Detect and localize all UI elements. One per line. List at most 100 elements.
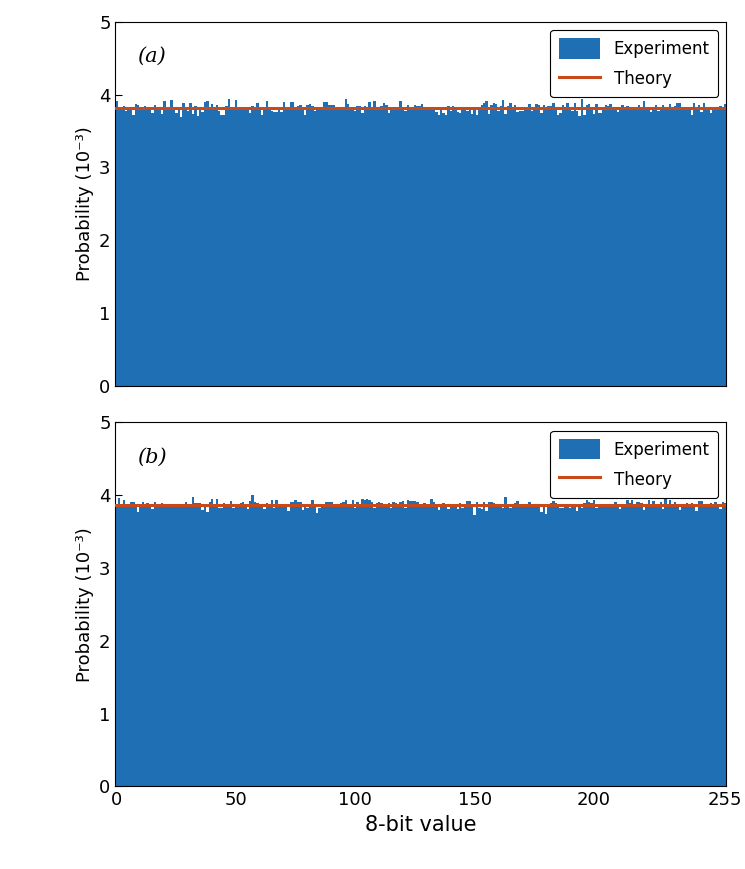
Bar bbox=[514, 502, 516, 786]
Bar bbox=[316, 109, 318, 386]
Bar bbox=[204, 102, 206, 386]
Bar bbox=[548, 506, 550, 786]
Bar bbox=[586, 501, 588, 786]
Bar bbox=[469, 501, 471, 786]
Bar bbox=[524, 507, 526, 786]
Bar bbox=[304, 115, 306, 386]
Bar bbox=[249, 501, 252, 786]
Bar bbox=[332, 504, 335, 786]
Bar bbox=[545, 514, 548, 786]
Bar bbox=[669, 501, 671, 786]
Bar bbox=[144, 106, 147, 386]
Bar bbox=[443, 113, 445, 386]
Bar bbox=[667, 506, 669, 786]
Bar bbox=[433, 107, 435, 386]
Bar bbox=[402, 501, 405, 786]
Text: (a): (a) bbox=[137, 47, 165, 66]
Bar bbox=[717, 505, 719, 786]
Bar bbox=[161, 114, 163, 386]
Bar bbox=[605, 104, 607, 386]
Bar bbox=[710, 503, 712, 786]
Bar bbox=[528, 501, 530, 786]
Bar bbox=[180, 116, 183, 386]
Bar bbox=[454, 109, 457, 386]
Bar bbox=[679, 103, 681, 386]
Bar bbox=[710, 113, 712, 386]
Bar bbox=[466, 501, 469, 786]
Bar bbox=[375, 109, 378, 386]
Bar bbox=[247, 508, 249, 786]
Bar bbox=[120, 108, 123, 386]
Bar bbox=[137, 105, 139, 386]
Bar bbox=[428, 109, 431, 386]
Bar bbox=[405, 507, 407, 786]
Bar bbox=[542, 105, 545, 386]
Bar bbox=[306, 508, 308, 786]
Bar bbox=[123, 106, 125, 386]
Bar bbox=[130, 502, 132, 786]
Bar bbox=[323, 103, 326, 386]
Bar bbox=[507, 106, 510, 386]
Bar bbox=[318, 507, 320, 786]
Bar bbox=[473, 514, 476, 786]
Bar bbox=[626, 106, 629, 386]
Bar bbox=[617, 112, 619, 386]
Bar bbox=[674, 106, 676, 386]
Bar bbox=[714, 502, 717, 786]
Bar bbox=[347, 504, 349, 786]
Bar bbox=[223, 503, 225, 786]
Bar bbox=[282, 506, 285, 786]
Bar bbox=[662, 105, 665, 386]
Bar bbox=[209, 501, 211, 786]
Bar bbox=[371, 501, 373, 786]
Bar bbox=[445, 506, 447, 786]
Bar bbox=[676, 506, 679, 786]
Bar bbox=[626, 500, 629, 786]
Bar bbox=[354, 111, 357, 386]
Bar bbox=[449, 110, 452, 386]
Bar bbox=[657, 506, 659, 786]
Bar bbox=[378, 501, 381, 786]
Bar bbox=[299, 502, 302, 786]
Bar bbox=[344, 98, 347, 386]
Bar bbox=[635, 109, 638, 386]
Bar bbox=[485, 511, 488, 786]
Bar bbox=[278, 109, 280, 386]
Bar bbox=[290, 102, 292, 386]
Bar bbox=[288, 107, 290, 386]
Bar bbox=[123, 501, 125, 786]
Bar bbox=[216, 499, 218, 786]
Bar bbox=[435, 112, 437, 386]
Bar bbox=[268, 109, 270, 386]
Bar bbox=[359, 507, 361, 786]
Bar bbox=[357, 502, 359, 786]
Bar bbox=[624, 507, 626, 786]
Bar bbox=[156, 507, 159, 786]
Bar bbox=[201, 510, 204, 786]
Bar bbox=[242, 107, 244, 386]
Bar bbox=[526, 108, 528, 386]
Bar bbox=[686, 107, 688, 386]
Bar bbox=[530, 111, 533, 386]
Bar bbox=[614, 502, 617, 786]
Bar bbox=[667, 109, 669, 386]
Bar bbox=[280, 507, 282, 786]
Bar bbox=[554, 107, 557, 386]
Bar bbox=[187, 110, 189, 386]
Bar bbox=[617, 505, 619, 786]
Bar bbox=[153, 501, 156, 786]
Bar bbox=[173, 108, 175, 386]
Bar bbox=[213, 109, 216, 386]
Bar bbox=[149, 504, 151, 786]
Bar bbox=[459, 503, 461, 786]
Bar bbox=[665, 499, 667, 786]
Bar bbox=[135, 505, 137, 786]
Bar bbox=[244, 109, 247, 386]
Bar bbox=[559, 113, 562, 386]
Bar bbox=[488, 114, 490, 386]
Bar bbox=[352, 500, 354, 786]
Bar bbox=[204, 506, 206, 786]
Bar bbox=[688, 507, 691, 786]
Bar bbox=[714, 109, 717, 386]
Bar bbox=[595, 507, 597, 786]
